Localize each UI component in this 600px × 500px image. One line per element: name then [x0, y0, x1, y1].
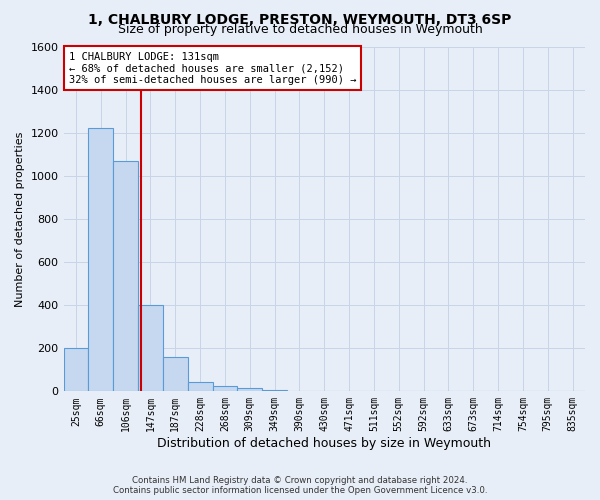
Bar — [262, 390, 287, 392]
Bar — [212, 386, 238, 392]
Bar — [138, 305, 163, 392]
Bar — [188, 382, 212, 392]
Text: 1, CHALBURY LODGE, PRESTON, WEYMOUTH, DT3 6SP: 1, CHALBURY LODGE, PRESTON, WEYMOUTH, DT… — [88, 12, 512, 26]
Bar — [163, 357, 188, 392]
Bar — [64, 348, 88, 392]
Text: Contains HM Land Registry data © Crown copyright and database right 2024.
Contai: Contains HM Land Registry data © Crown c… — [113, 476, 487, 495]
Bar — [88, 128, 113, 392]
X-axis label: Distribution of detached houses by size in Weymouth: Distribution of detached houses by size … — [157, 437, 491, 450]
Bar — [238, 388, 262, 392]
Text: Size of property relative to detached houses in Weymouth: Size of property relative to detached ho… — [118, 22, 482, 36]
Text: 1 CHALBURY LODGE: 131sqm
← 68% of detached houses are smaller (2,152)
32% of sem: 1 CHALBURY LODGE: 131sqm ← 68% of detach… — [69, 52, 356, 85]
Bar — [113, 160, 138, 392]
Y-axis label: Number of detached properties: Number of detached properties — [15, 131, 25, 306]
